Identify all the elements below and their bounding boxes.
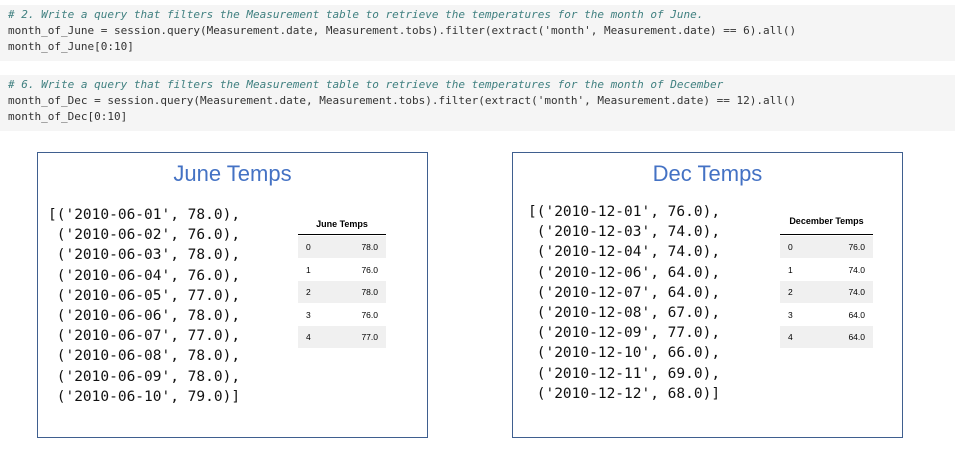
table-header: June Temps	[316, 219, 368, 229]
row-value: 76.0	[361, 309, 378, 320]
output-line: ('2010-12-11', 69.0),	[528, 365, 721, 382]
output-image: June Temps [('2010-06-01', 78.0), ('2010-…	[37, 152, 428, 438]
code-cell: # 6. Write a query that filters the Meas…	[0, 75, 955, 131]
code-line: month_of_Dec[0:10]	[8, 110, 128, 123]
row-index: 0	[306, 242, 311, 252]
output-line: ('2010-12-06', 64.0),	[528, 264, 721, 281]
row-index: 4	[306, 332, 311, 342]
image-title: June Temps	[173, 161, 292, 186]
row-value: 76.0	[361, 264, 378, 275]
table-row: 4 64.0	[780, 326, 873, 348]
table-row: 0 76.0	[780, 236, 873, 258]
row-value: 78.0	[361, 287, 378, 297]
code-line: # 2. Write a query that filters the Meas…	[8, 8, 704, 21]
output-line: ('2010-06-02', 76.0),	[48, 227, 241, 244]
code-line: month_of_June = session.query(Measuremen…	[8, 24, 797, 37]
output-line: ('2010-12-09', 77.0),	[528, 325, 721, 342]
table-row: 4 77.0	[298, 326, 386, 348]
row-index: 2	[788, 287, 793, 297]
output-line: ('2010-06-04', 76.0),	[48, 267, 241, 284]
code-line: month_of_Dec = session.query(Measurement…	[8, 94, 797, 107]
row-index: 2	[306, 287, 311, 297]
row-value: 74.0	[848, 287, 865, 297]
output-line: ('2010-12-12', 68.0)]	[528, 385, 721, 402]
row-index: 0	[788, 242, 793, 252]
row-index: 3	[306, 309, 311, 320]
output-line: ('2010-12-10', 66.0),	[528, 345, 721, 362]
output-line: ('2010-12-03', 74.0),	[528, 224, 721, 241]
row-value: 76.0	[848, 242, 865, 252]
output-line: ('2010-12-04', 74.0),	[528, 244, 721, 261]
row-value: 74.0	[848, 264, 865, 275]
row-index: 1	[788, 264, 793, 275]
row-index: 1	[306, 264, 311, 275]
output-line: ('2010-06-10', 79.0)]	[48, 388, 241, 405]
table-row: 3 76.0	[298, 303, 386, 326]
output-line: ('2010-06-06', 78.0),	[48, 308, 241, 324]
output-line: [('2010-06-01', 78.0),	[48, 207, 241, 223]
code-line: month_of_June[0:10]	[8, 40, 134, 53]
row-index: 4	[788, 332, 793, 342]
output-line: ('2010-06-08', 78.0),	[48, 348, 241, 365]
table-rule	[780, 234, 873, 235]
output-image: Dec Temps [('2010-12-01', 76.0), ('2010-1…	[512, 152, 903, 438]
output-line: ('2010-06-07', 77.0),	[48, 328, 241, 345]
output-line: ('2010-06-05', 77.0),	[48, 287, 241, 304]
table-row: 0 78.0	[298, 236, 386, 258]
output-line: ('2010-12-08', 67.0),	[528, 305, 721, 321]
output-line: ('2010-12-07', 64.0),	[528, 284, 721, 301]
table-row: 1 74.0	[780, 258, 873, 281]
row-value: 64.0	[848, 332, 865, 342]
table-row: 2 78.0	[298, 281, 386, 303]
table-header: December Temps	[789, 216, 864, 226]
row-value: 77.0	[361, 332, 378, 342]
image-title: Dec Temps	[652, 161, 763, 186]
table-row: 1 76.0	[298, 258, 386, 281]
table-rule	[298, 234, 386, 235]
row-value: 78.0	[361, 242, 378, 252]
output-line: [('2010-12-01', 76.0),	[528, 204, 721, 220]
code-cell: # 2. Write a query that filters the Meas…	[0, 5, 955, 61]
row-index: 3	[788, 309, 793, 320]
output-line: ('2010-06-09', 78.0),	[48, 368, 241, 385]
table-row: 3 64.0	[780, 303, 873, 326]
code-line: # 6. Write a query that filters the Meas…	[8, 78, 724, 91]
table-row: 2 74.0	[780, 281, 873, 303]
row-value: 64.0	[848, 309, 865, 320]
output-line: ('2010-06-03', 78.0),	[48, 247, 241, 264]
